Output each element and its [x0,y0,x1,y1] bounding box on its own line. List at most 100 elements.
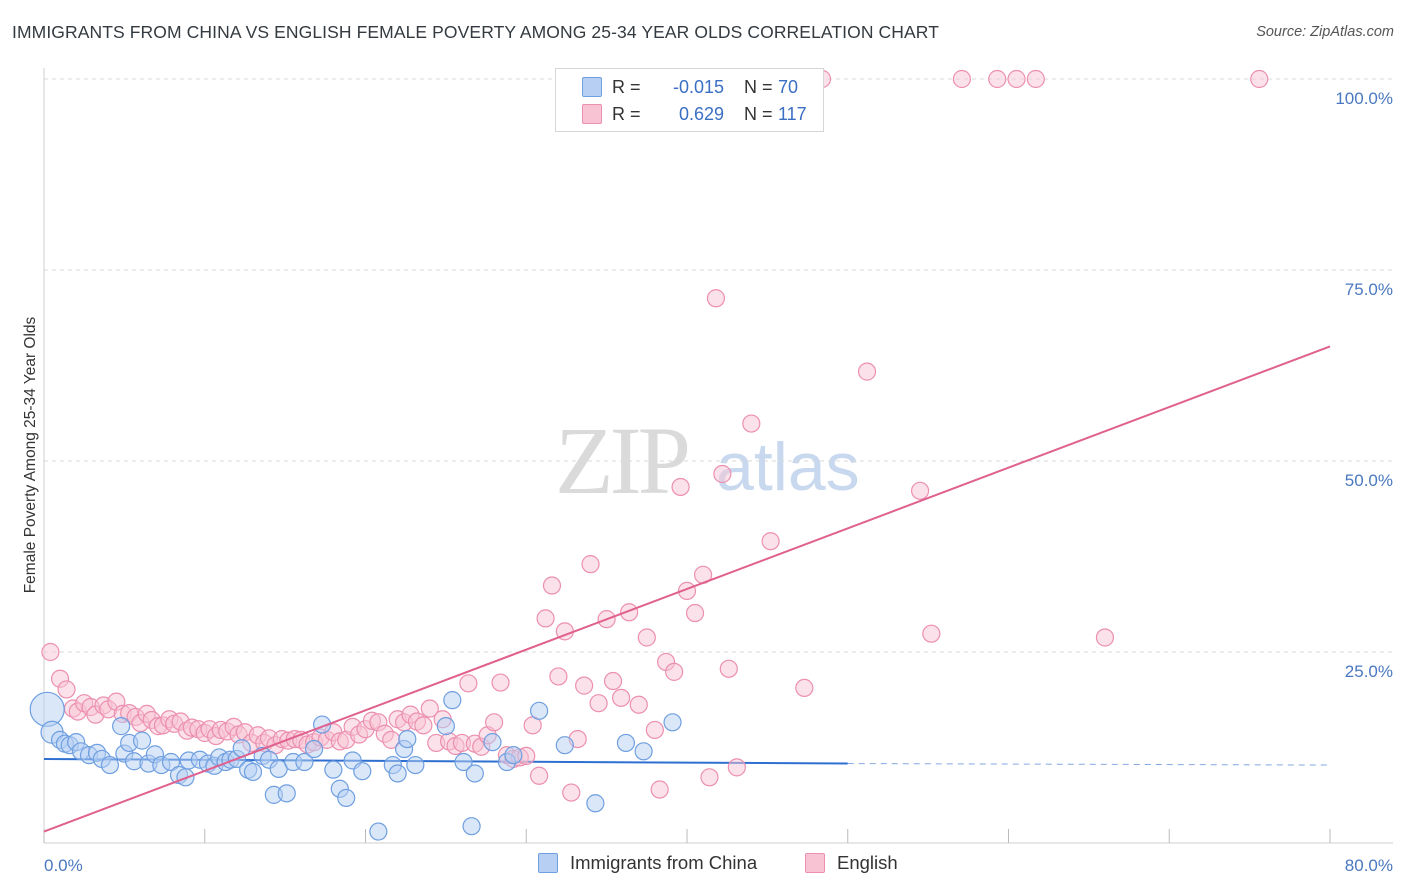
legend-label-english: English [837,852,898,873]
english-point [459,674,478,693]
english-point [952,69,971,89]
english-point [57,680,76,699]
china-point [555,736,574,755]
english-points [41,69,1269,802]
legend-item-china[interactable]: Immigrants from China [538,852,757,874]
china-point [112,717,131,736]
legend-n-value: 117 [778,103,807,124]
grid-lines [44,78,1393,653]
english-point [536,609,555,628]
english-point [549,667,568,686]
legend-n-label: N = [744,76,773,97]
english-point [603,671,623,691]
china-point [324,760,343,779]
legend-r-value: 0.629 [678,103,724,124]
trend-english [43,345,1331,833]
y-tick-label: 100.0% [1335,89,1393,108]
x-tick-label: 80.0% [1345,856,1393,875]
english-point [645,720,664,740]
china-point [454,752,473,772]
y-tick-label: 25.0% [1345,662,1393,681]
china-point [161,752,181,772]
legend-item-english[interactable]: English [805,852,898,874]
china-points [29,691,682,841]
english-point [988,69,1007,89]
english-point [761,532,780,551]
china-point [337,788,356,808]
english-point [414,716,433,735]
china-point [462,817,481,836]
china-point [530,701,549,720]
china-point [483,733,502,752]
china-point [388,764,407,783]
legend-n-label: N = [744,103,773,124]
english-point [1007,69,1026,89]
legend-swatch-china [538,853,558,873]
china-point [406,755,425,775]
english-point [700,768,719,787]
china-point [616,733,636,753]
english-point [671,477,690,497]
china-point [443,691,462,710]
china-point [243,762,263,782]
china-point [353,762,372,781]
english-point [485,713,504,732]
china-point [100,755,120,775]
china-point [586,794,605,813]
english-point [637,628,656,647]
english-point [542,576,562,595]
english-point [910,481,930,500]
china-point [29,691,65,727]
legend-swatch-english [805,853,825,873]
english-point [581,555,600,574]
series-legend: Immigrants from China English [0,852,1406,878]
english-point [713,464,732,484]
english-point [1250,69,1269,89]
legend-label-china: Immigrants from China [570,852,758,873]
english-point [742,414,761,433]
correlation-legend: R = -0.015 N = 70 R = 0.629 N = 117 [555,68,824,132]
english-point [706,289,726,308]
english-point [589,694,608,713]
english-point [1095,628,1115,647]
china-point [304,739,324,759]
china-point [132,731,152,750]
english-point [795,678,814,698]
china-point [269,759,288,778]
watermark-atlas: atlas [716,429,860,505]
english-point [420,699,439,718]
china-point [398,729,417,749]
english-point [685,603,705,623]
legend-swatch-china [582,77,602,97]
x-tick-label: 0.0% [44,856,83,875]
china-point [369,822,388,841]
english-point [727,758,746,777]
english-point [719,659,738,678]
english-point [650,780,669,799]
y-tick-label: 50.0% [1345,471,1393,490]
china-point [277,784,296,803]
china-point [436,717,455,736]
china-point [663,713,682,732]
china-point [634,742,653,761]
legend-row-china: R = -0.015 N = 70 [556,74,798,100]
english-point [1026,69,1045,89]
english-point [629,695,648,714]
trendline-english [43,345,1331,833]
legend-swatch-english [582,104,602,124]
english-point [611,688,631,707]
legend-row-english: R = 0.629 N = 117 [556,101,807,127]
china-point [465,764,484,783]
english-point [665,662,684,681]
china-point [295,752,314,772]
english-point [575,676,594,695]
chart-title: IMMIGRANTS FROM CHINA VS ENGLISH FEMALE … [12,22,939,42]
trendline-china-extension [847,763,1331,766]
english-point [530,766,549,785]
chart-source: Source: ZipAtlas.com [1256,24,1394,40]
legend-n-value: 70 [778,76,799,97]
legend-r-label: R = [612,76,641,97]
english-point [922,624,941,643]
english-point [857,362,877,381]
